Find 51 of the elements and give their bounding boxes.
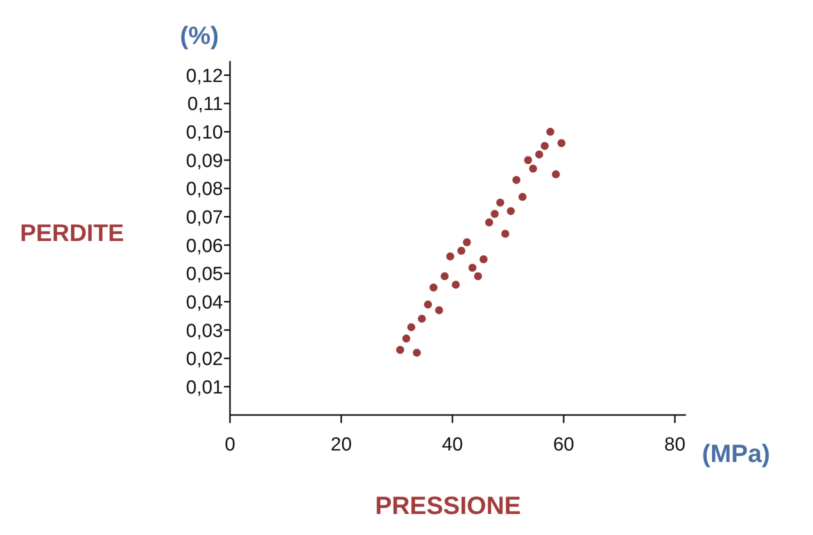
y-tick-label: 0,08	[186, 179, 223, 200]
point	[446, 252, 454, 260]
point	[512, 176, 520, 184]
point	[529, 164, 538, 173]
point	[557, 139, 566, 148]
y-tick-label: 0,11	[187, 94, 223, 116]
point	[396, 346, 404, 354]
point	[552, 170, 560, 178]
point	[496, 198, 504, 207]
point	[506, 207, 515, 216]
y-tick-label: 0,05	[186, 264, 223, 286]
y-axis-title: PERDITE	[20, 220, 124, 248]
y-tick-label: 0,06	[186, 236, 223, 257]
point	[490, 210, 499, 218]
y-tick-label: 0,10	[186, 122, 223, 144]
y-tick-label: 0,07	[186, 208, 223, 229]
y-tick-label: 0,12	[186, 66, 223, 87]
point	[452, 280, 460, 289]
x-tick-label: 40	[442, 434, 464, 456]
x-axis-title: PRESSIONE	[374, 492, 522, 521]
point	[424, 300, 432, 309]
point	[418, 314, 426, 323]
x-tick-label: 60	[553, 434, 574, 456]
text: (%)	[180, 22, 219, 51]
point	[440, 272, 449, 280]
point	[540, 142, 549, 150]
point	[485, 218, 494, 226]
text: (MPa)	[702, 440, 770, 469]
x-tick-label: 20	[330, 434, 352, 456]
point	[462, 238, 471, 246]
point	[546, 128, 554, 136]
y-tick-label: 0,09	[186, 150, 223, 172]
x-tick-label: 0	[224, 434, 236, 456]
point	[412, 348, 421, 357]
y-tick-label: 0,03	[186, 320, 223, 342]
point	[518, 192, 527, 201]
y-tick-label: 0,01	[186, 377, 223, 398]
point	[407, 323, 416, 332]
point	[435, 306, 444, 314]
point	[474, 272, 482, 280]
point	[402, 334, 410, 343]
y-tick-label: 0,04	[186, 292, 224, 314]
point	[501, 230, 510, 238]
point	[457, 246, 466, 255]
point	[535, 150, 544, 158]
y-tick-label: 0,02	[186, 349, 223, 370]
point	[480, 255, 488, 264]
point	[524, 156, 532, 164]
point	[468, 264, 476, 272]
point	[430, 284, 438, 292]
x-tick-label: 80	[664, 434, 686, 456]
